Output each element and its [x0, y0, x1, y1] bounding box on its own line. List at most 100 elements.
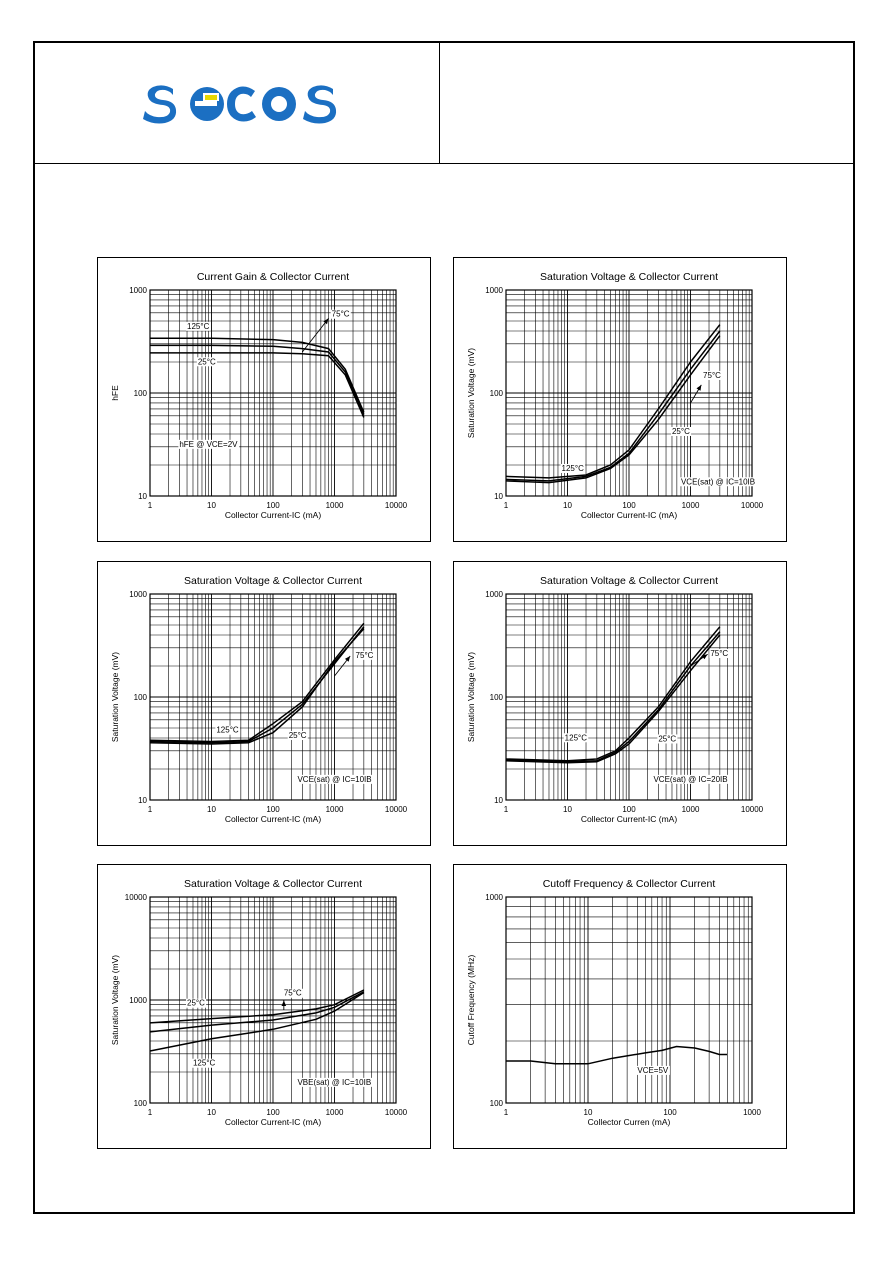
annotation-label: 25°C [186, 998, 207, 1008]
annotation-bg [287, 730, 308, 740]
annotation-label: VCE=5V [636, 1065, 670, 1075]
annotation-bg [296, 774, 373, 784]
chart-title: Saturation Voltage & Collector Current [184, 878, 362, 890]
annotation-label: 125°C [186, 321, 211, 331]
arrow-head [344, 656, 351, 662]
annotation-label: 25°C [657, 734, 678, 744]
x-axis-label: Collector Current-IC (mA) [581, 510, 678, 520]
header-right-cell [440, 43, 853, 164]
x-axis-label: Collector Current-IC (mA) [225, 1117, 322, 1127]
y-tick-label: 100 [490, 693, 504, 702]
chart-saturation-voltage-3: Saturation Voltage & Collector Current 1 1… [453, 561, 787, 846]
annotation-bg [186, 998, 207, 1008]
annotation-label: 125°C [560, 463, 586, 473]
x-tick-label: 1000 [326, 805, 344, 814]
y-tick-label: 1000 [485, 590, 503, 599]
series-line [505, 626, 721, 762]
annotation-text: hFE @ VCE=2V [179, 440, 238, 449]
y-axis-label: Cutoff Frequency (MHz) [466, 955, 476, 1046]
x-tick-label: 1000 [682, 805, 700, 814]
series-line [505, 335, 721, 484]
chart-title: Saturation Voltage & Collector Current [540, 271, 718, 283]
annotation-bg [178, 439, 240, 449]
x-tick-label: 100 [622, 501, 636, 510]
annotation-label: VBE(sat) @ IC=10IB [296, 1077, 373, 1087]
x-tick-label: 10 [207, 805, 216, 814]
x-axis-label: Collector Current-IC (mA) [225, 814, 322, 824]
annotation-text: 75°C [710, 649, 728, 658]
x-tick-label: 10 [584, 1108, 593, 1117]
annotation-label: VCE(sat) @ IC=10IB [679, 477, 757, 487]
arrow-head [696, 384, 702, 391]
plot-area [505, 896, 753, 1104]
annotation-label: 125°C [215, 725, 240, 735]
chart-saturation-voltage-2: Saturation Voltage & Collector Current 1 1… [97, 561, 431, 846]
annotation-label: 25°C [287, 730, 308, 740]
annotation-label: hFE @ VCE=2V [178, 439, 240, 449]
arrow-head [281, 1000, 287, 1006]
x-tick-label: 1 [504, 1108, 509, 1117]
x-tick-label: 1000 [743, 1108, 761, 1117]
annotation-label: 75°C [330, 309, 351, 319]
annotation-bg [354, 650, 375, 660]
x-tick-label: 1 [148, 501, 153, 510]
annotation-bg [282, 988, 303, 998]
annotation-text: VCE(sat) @ IC=20IB [653, 775, 727, 784]
y-tick-label: 10 [138, 796, 147, 805]
arrow-head [323, 318, 329, 325]
y-axis-label: Saturation Voltage (mV) [466, 652, 476, 742]
x-tick-label: 1 [148, 1108, 153, 1117]
annotation-bg [191, 1058, 217, 1068]
annotation-text: VCE(sat) @ IC=10IB [681, 477, 755, 486]
series-line [149, 626, 365, 744]
x-tick-label: 10 [563, 805, 572, 814]
series-line [149, 989, 365, 1024]
annotation-bg [679, 477, 757, 487]
x-tick-label: 10000 [385, 805, 408, 814]
series-line [506, 1045, 728, 1065]
y-tick-label: 10 [138, 492, 147, 501]
annotation-label: VCE(sat) @ IC=20IB [652, 774, 729, 784]
arrow-head [701, 654, 708, 660]
x-tick-label: 100 [266, 805, 280, 814]
y-tick-label: 100 [490, 389, 504, 398]
chart-title: Current Gain & Collector Current [197, 271, 349, 283]
y-axis-label: Saturation Voltage (mV) [466, 348, 476, 438]
annotation-text: VBE(sat) @ IC=10IB [297, 1078, 371, 1087]
series-line [505, 330, 721, 482]
series-line [505, 631, 721, 763]
x-tick-label: 100 [622, 805, 636, 814]
series-line [150, 352, 365, 418]
y-tick-label: 100 [490, 1099, 504, 1108]
annotation-text: 125°C [562, 464, 585, 473]
annotation-bg [636, 1065, 670, 1075]
plot-area [505, 593, 753, 801]
y-axis-label: hFE [110, 385, 120, 401]
annotation-bg [709, 649, 730, 659]
annotation-label: 125°C [191, 1058, 217, 1068]
annotation-label: 75°C [354, 650, 375, 660]
annotation-bg [186, 321, 211, 331]
annotation-label: VCE(sat) @ IC=10IB [296, 774, 373, 784]
annotation-label: 75°C [282, 988, 303, 998]
annotation-bg [702, 370, 723, 380]
y-tick-label: 10 [494, 492, 503, 501]
chart-svg: Cutoff Frequency & Collector Current 1 10 1… [466, 878, 761, 1127]
annotation-bg [196, 357, 217, 367]
annotation-label: 125°C [563, 733, 589, 743]
chart-svg: Saturation Voltage & Collector Current 1 1… [110, 878, 408, 1127]
x-tick-label: 1000 [682, 501, 700, 510]
series-line [150, 337, 365, 413]
annotation-bg [563, 733, 589, 743]
chart-title: Cutoff Frequency & Collector Current [543, 878, 716, 890]
annotation-text: 25°C [658, 734, 676, 743]
chart-cutoff-frequency: Cutoff Frequency & Collector Current 1 10 1… [453, 864, 787, 1149]
series-line [149, 991, 365, 1033]
x-tick-label: 10 [207, 501, 216, 510]
x-tick-label: 1000 [326, 1108, 344, 1117]
annotation-arrow [301, 318, 329, 353]
x-tick-label: 1 [504, 805, 509, 814]
y-tick-label: 10000 [125, 893, 148, 902]
